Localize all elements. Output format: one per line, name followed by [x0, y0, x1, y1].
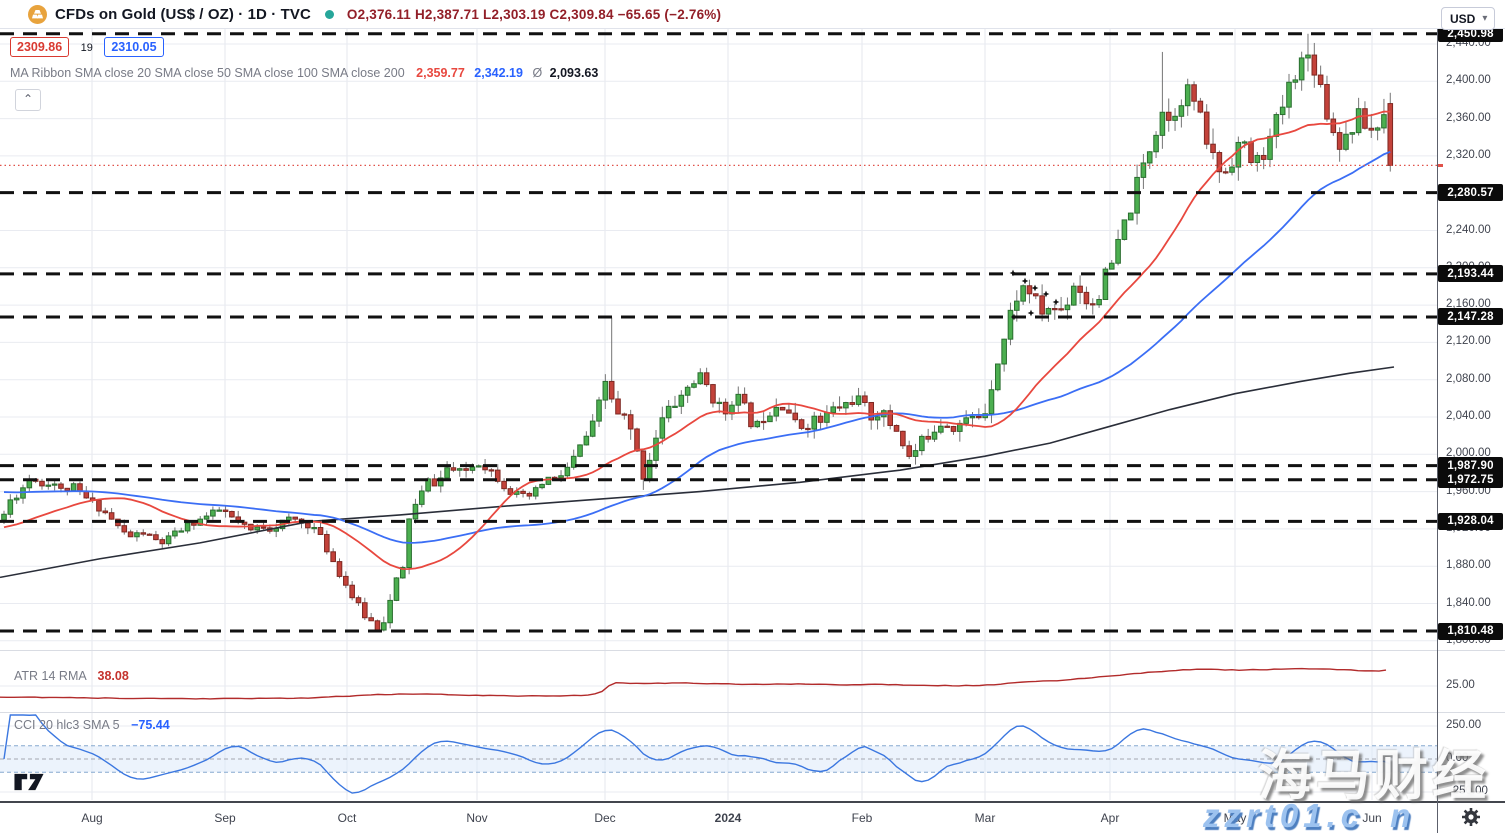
cci-legend[interactable]: CCI 20 hlc3 SMA 5 −75.44 — [14, 718, 170, 732]
price-level-badge: 2,193.44 — [1438, 265, 1503, 283]
bar-count-label: 19 — [80, 42, 93, 54]
time-axis-border — [0, 801, 1505, 803]
time-axis-label: Aug — [81, 811, 103, 825]
market-status-dot[interactable] — [324, 9, 334, 19]
price-tick: 2,360.00 — [1446, 111, 1491, 124]
gold-bars-icon — [32, 9, 43, 18]
star-marker — [1031, 284, 1039, 292]
ma-sma50-value: 2,342.19 — [474, 66, 523, 80]
ohlc-values: O2,376.11 H2,387.71 L2,303.19 C2,309.84 … — [346, 6, 722, 22]
symbol-logo-gold-icon[interactable] — [28, 4, 47, 24]
price-scale-settings-gear-icon[interactable] — [1460, 806, 1482, 833]
currency-selector[interactable]: USD ▾ — [1441, 7, 1495, 30]
time-scale[interactable]: Aug Sep Oct Nov Dec 2024 Feb Mar Apr May Jun — [0, 803, 1505, 833]
time-axis-label: May — [1223, 811, 1247, 825]
star-marker — [1009, 269, 1017, 277]
collapse-legend-button[interactable]: ⌃ — [15, 89, 41, 111]
price-tick: 2,240.00 — [1446, 223, 1491, 236]
price-tick: 2,080.00 — [1446, 372, 1491, 385]
time-axis-label: Mar — [974, 811, 996, 825]
ma-sma20-value: 2,359.77 — [416, 66, 465, 80]
time-axis-label: Oct — [337, 811, 357, 825]
price-level-badge: 1,987.90 — [1438, 457, 1503, 475]
sma20-line — [3, 110, 1391, 571]
price-alert-labels: 2309.86 19 2310.05 — [10, 37, 164, 57]
cci-axis-tick: 250.00 — [1446, 719, 1482, 731]
sma200-line — [0, 366, 1395, 579]
star-marker — [1021, 277, 1029, 285]
currency-label: USD — [1450, 11, 1476, 26]
chevron-down-icon: ▾ — [1482, 13, 1488, 24]
ma-avg-symbol: Ø — [532, 66, 543, 80]
time-axis-label: Sep — [214, 811, 236, 825]
price-scale[interactable]: 2,440.00 2,400.00 2,360.00 2,320.00 2,240.00… — [1437, 0, 1505, 833]
cci-axis-tick: −250.00 — [1446, 785, 1488, 797]
star-marker — [1010, 313, 1018, 321]
ma-ribbon-legend[interactable]: MA Ribbon SMA close 20 SMA close 50 SMA … — [10, 66, 598, 80]
time-axis-label: Apr — [1100, 811, 1120, 825]
sma50-line — [3, 150, 1391, 544]
star-marker — [1027, 309, 1035, 317]
time-axis-label: 2024 — [714, 811, 742, 825]
ma-sma200-value: 2,093.63 — [549, 66, 599, 80]
ma-ribbon-title: MA Ribbon SMA close 20 SMA close 50 SMA … — [10, 66, 405, 80]
price-label-red[interactable]: 2309.86 — [10, 37, 70, 57]
chart-header-bar: CFDs on Gold (US$ / OZ) · 1D · TVC O2,37… — [0, 0, 1505, 30]
atr-legend[interactable]: ATR 14 RMA 38.08 — [14, 669, 129, 683]
price-tick: 2,040.00 — [1446, 410, 1491, 422]
time-axis-label: Nov — [466, 811, 488, 825]
cci-axis-tick: 0.00 — [1446, 752, 1469, 764]
time-axis-label: Jun — [1362, 811, 1382, 825]
cci-title: CCI 20 hlc3 SMA 5 — [14, 718, 120, 732]
symbol-title[interactable]: CFDs on Gold (US$ / OZ) · 1D · TVC — [55, 5, 311, 23]
price-level-badge: 2,147.28 — [1438, 308, 1503, 326]
atr-title: ATR 14 RMA — [14, 669, 87, 683]
atr-value: 38.08 — [97, 669, 129, 683]
atr-axis-tick: 25.00 — [1446, 679, 1475, 691]
price-tick: 2,160.00 — [1446, 298, 1491, 311]
candles — [1, 33, 1394, 632]
cci-value: −75.44 — [131, 718, 170, 732]
time-axis-label: Dec — [594, 811, 616, 825]
atr-line — [0, 667, 1387, 700]
main-chart-canvas[interactable] — [0, 28, 1437, 833]
tradingview-logo[interactable] — [12, 772, 46, 797]
price-level-badge: 1,972.75 — [1438, 471, 1503, 489]
current-price-tick — [1437, 164, 1443, 168]
star-marker — [1052, 298, 1060, 306]
cci-line — [3, 714, 1391, 794]
star-marker — [1042, 290, 1050, 298]
price-tick: 2,320.00 — [1446, 148, 1491, 161]
price-scale-border — [1437, 0, 1438, 833]
price-level-badge: 2,280.57 — [1438, 184, 1503, 202]
time-axis-label: Feb — [851, 811, 873, 825]
legend-collapse-area: ⌃ — [15, 89, 41, 111]
pane-separator[interactable] — [0, 650, 1505, 651]
price-level-badge: 1,810.48 — [1438, 622, 1503, 640]
price-tick: 1,880.00 — [1446, 559, 1491, 572]
price-tick: 1,840.00 — [1446, 596, 1491, 609]
price-level-badge: 1,928.04 — [1438, 512, 1503, 530]
pane-separator[interactable] — [0, 712, 1505, 713]
tradingview-logo-icon — [14, 773, 44, 791]
price-tick: 2,000.00 — [1446, 447, 1491, 460]
price-tick: 2,400.00 — [1446, 74, 1491, 87]
price-label-blue[interactable]: 2310.05 — [104, 37, 164, 57]
price-tick: 2,120.00 — [1446, 335, 1491, 348]
